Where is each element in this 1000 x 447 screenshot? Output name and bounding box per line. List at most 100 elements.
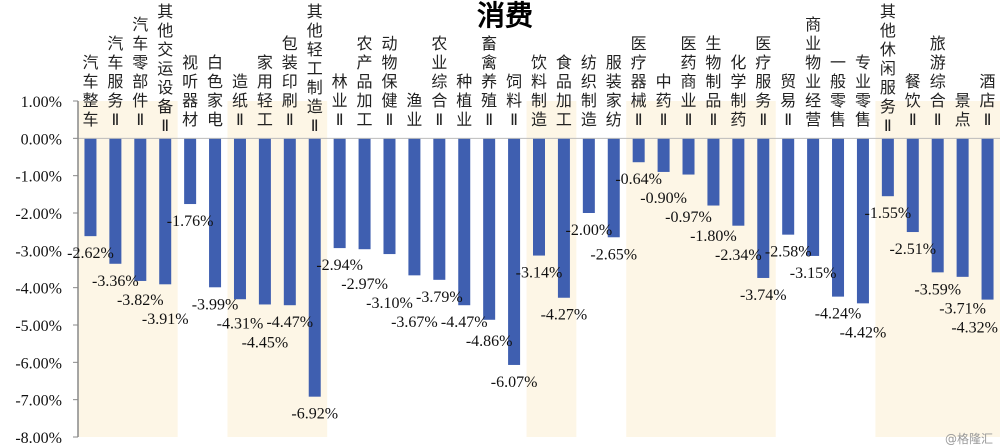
bar — [258, 138, 271, 305]
data-label: -3.99% — [192, 296, 239, 313]
data-label: -3.59% — [914, 281, 961, 298]
y-tick-label: 1.00% — [21, 94, 62, 111]
watermark: @格隆汇 — [945, 431, 993, 446]
category-label: 汽车零部件 Ⅱ — [132, 15, 148, 129]
category-label: 一般零售 — [830, 53, 846, 129]
bar — [408, 138, 421, 276]
bar — [582, 138, 595, 213]
category-label: 家用轻工 — [257, 53, 273, 129]
data-label: -2.97% — [341, 276, 388, 293]
bar — [233, 138, 246, 300]
bar — [209, 138, 222, 288]
data-label: -2.51% — [889, 241, 936, 258]
group-shade — [626, 101, 776, 437]
category-label: 种植业 — [456, 72, 472, 129]
category-label: 生物制品 Ⅱ — [705, 34, 721, 129]
category-label: 商业物业经营 — [805, 15, 821, 129]
data-label: -0.64% — [615, 171, 662, 188]
data-label: -2.58% — [765, 244, 812, 261]
data-label: -0.90% — [640, 190, 687, 207]
category-label: 汽车服务 Ⅱ — [107, 34, 123, 129]
bar — [109, 138, 122, 264]
bar — [508, 138, 521, 365]
y-tick-label: -5.00% — [15, 318, 62, 335]
bar — [84, 138, 97, 237]
category-label: 畜禽养殖 Ⅱ — [481, 34, 497, 129]
bar — [782, 138, 795, 235]
data-label: -4.42% — [840, 325, 887, 342]
y-tick-label: -7.00% — [15, 393, 62, 410]
category-label: 贸易 Ⅱ — [780, 72, 796, 129]
bar — [333, 138, 346, 249]
category-label: 动物保健 Ⅱ — [381, 34, 397, 129]
bar — [557, 138, 570, 298]
bar — [607, 138, 620, 238]
category-label: 医疗器械 Ⅱ — [631, 34, 647, 129]
bar — [433, 138, 446, 280]
data-label: -3.67% — [391, 314, 438, 331]
category-label: 视听器材 — [182, 53, 198, 129]
data-label: -2.65% — [590, 246, 637, 263]
chart-title: 消费 — [477, 0, 533, 32]
bar — [283, 138, 296, 306]
bar — [358, 138, 371, 250]
category-label: 造纸 Ⅱ — [232, 72, 248, 129]
bar — [707, 138, 720, 206]
bar — [832, 138, 845, 297]
data-label: -4.27% — [541, 307, 588, 324]
data-label: -4.24% — [815, 306, 862, 323]
data-label: -3.91% — [142, 311, 189, 328]
data-label: -1.80% — [690, 228, 737, 245]
category-label: 酒店 Ⅱ — [980, 72, 996, 129]
category-label: 其他交运设备 Ⅱ — [157, 2, 173, 135]
bar — [632, 138, 645, 163]
data-labels: -2.62% -3.36% -3.82% -3.91% -1.76% -3.99% -4.3… — [67, 171, 998, 422]
data-label: -6.07% — [491, 374, 538, 391]
data-label: -2.94% — [316, 257, 363, 274]
y-axis: 1.00% 0.00% -1.00% -2.00% -3.00% -4.00% -5.00%… — [15, 94, 79, 447]
category-label: 饲料 Ⅱ — [506, 72, 522, 129]
data-label: -2.62% — [67, 245, 114, 262]
category-label: 其他休闲服务 Ⅱ — [880, 2, 896, 135]
category-label: 包装印刷 Ⅱ — [282, 34, 298, 129]
category-label: 白色家电 — [207, 53, 223, 129]
category-label: 中药 Ⅱ — [656, 72, 672, 129]
data-label: -3.82% — [117, 292, 164, 309]
bar — [981, 138, 994, 300]
bar — [308, 138, 321, 397]
bar — [159, 138, 172, 285]
data-label: -2.34% — [715, 247, 762, 264]
data-label: -4.45% — [242, 334, 289, 351]
bar — [458, 138, 471, 306]
data-label: -0.97% — [665, 209, 712, 226]
data-label: -4.31% — [217, 315, 264, 332]
data-label: -4.86% — [466, 333, 513, 350]
bar — [931, 138, 944, 273]
bar — [757, 138, 770, 278]
data-label: -4.32% — [951, 319, 998, 336]
bars — [84, 138, 994, 397]
data-label: -4.47% — [441, 314, 488, 331]
y-tick-label: -3.00% — [15, 243, 62, 260]
y-tick-label: -1.00% — [15, 169, 62, 186]
bar — [483, 138, 496, 320]
bar — [184, 138, 197, 205]
y-tick-label: -6.00% — [15, 355, 62, 372]
y-tick-label: 0.00% — [21, 131, 62, 148]
data-label: -1.55% — [865, 205, 912, 222]
y-tick-label: -4.00% — [15, 281, 62, 298]
bar — [134, 138, 147, 281]
data-label: -3.74% — [740, 287, 787, 304]
category-label: 化学制药 — [730, 53, 746, 129]
bar — [807, 138, 820, 256]
data-label: -3.71% — [939, 300, 986, 317]
bar — [732, 138, 745, 226]
category-label: 农产品加工 — [357, 34, 373, 129]
bar — [906, 138, 919, 233]
category-label: 饮料制造 — [531, 53, 547, 129]
bar — [956, 138, 969, 277]
category-label: 汽车整车 — [82, 53, 98, 129]
category-label: 景点 — [955, 91, 971, 129]
